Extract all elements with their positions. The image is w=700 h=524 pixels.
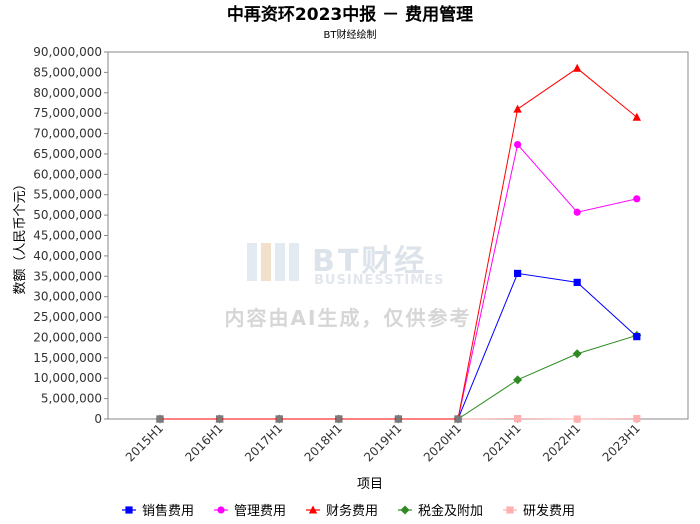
y-tick-label: 55,000,000 xyxy=(33,188,102,202)
series-line xyxy=(160,334,637,420)
y-tick-label: 60,000,000 xyxy=(33,167,102,181)
series-3 xyxy=(155,63,641,423)
y-tick-label: 35,000,000 xyxy=(33,269,102,283)
y-axis: 0 5,000,000 10,000,000 15,000,000 20,000,000… xyxy=(33,45,108,426)
y-tick-label: 30,000,000 xyxy=(33,290,102,304)
y-tick-label: 65,000,000 xyxy=(33,147,102,161)
x-axis-label: 项目 xyxy=(357,477,383,492)
watermark-logo: BT财经 xyxy=(312,244,427,279)
data-point xyxy=(514,414,522,423)
y-tick-label: 20,000,000 xyxy=(33,330,102,344)
y-tick-label: 75,000,000 xyxy=(33,106,102,120)
x-tick-label: 2018H1 xyxy=(302,421,345,464)
y-tick-label: 40,000,000 xyxy=(33,249,102,263)
data-point xyxy=(572,349,582,359)
series-line xyxy=(160,272,638,420)
data-point xyxy=(573,208,581,216)
legend-marker xyxy=(400,505,410,515)
plot-area xyxy=(107,51,689,420)
x-tick-label: 2016H1 xyxy=(182,421,225,464)
data-point xyxy=(573,278,581,286)
data-point xyxy=(155,414,165,423)
y-tick-label: 90,000,000 xyxy=(33,45,102,59)
y-tick-label: 85,000,000 xyxy=(33,65,102,79)
series-layer xyxy=(155,63,642,424)
data-point xyxy=(215,414,224,423)
legend-label: 销售费用 xyxy=(142,503,194,519)
chart-title: 中再资环2023中报 － 费用管理 xyxy=(227,4,473,25)
data-point xyxy=(334,414,343,423)
data-point xyxy=(633,414,641,423)
legend-marker xyxy=(217,506,225,514)
legend-item: 研发费用 xyxy=(503,503,575,519)
data-point xyxy=(514,269,522,278)
y-tick-label: 70,000,000 xyxy=(33,127,102,141)
data-point xyxy=(632,112,641,121)
y-tick-label: 50,000,000 xyxy=(33,208,102,222)
y-axis-label: 数额（人民币个元） xyxy=(13,177,28,294)
y-tick-label: 0 xyxy=(94,412,102,426)
x-tick-label: 2020H1 xyxy=(421,421,464,464)
data-point xyxy=(633,195,641,203)
y-tick-label: 45,000,000 xyxy=(33,229,102,243)
legend-marker xyxy=(308,505,318,514)
y-tick-label: 5,000,000 xyxy=(41,392,102,406)
data-point xyxy=(514,140,522,149)
legend-label: 研发费用 xyxy=(523,503,575,519)
series-4 xyxy=(155,330,642,424)
watermark: BT财经 BUSINESSTIMES 内容由AI生成，仅供参考 xyxy=(225,243,472,330)
data-point xyxy=(633,333,641,341)
legend-marker xyxy=(506,506,514,514)
x-axis: 2015H1 2016H1 2017H1 2018H1 2019H1 2020H1 2021… xyxy=(123,419,643,464)
legend-item: 销售费用 xyxy=(122,503,194,519)
x-tick-label: 2017H1 xyxy=(242,421,285,464)
data-point xyxy=(453,414,463,423)
x-tick-label: 2021H1 xyxy=(480,421,523,464)
data-point xyxy=(275,414,284,423)
watermark-note: 内容由AI生成，仅供参考 xyxy=(225,306,472,330)
data-point xyxy=(394,414,403,423)
data-point xyxy=(573,415,581,423)
x-tick-label: 2023H1 xyxy=(600,421,643,464)
legend-label: 管理费用 xyxy=(234,504,286,519)
x-tick-label: 2019H1 xyxy=(361,421,404,464)
x-tick-label: 2015H1 xyxy=(123,421,166,464)
legend-label: 税金及附加 xyxy=(418,503,483,519)
legend-item: 税金及附加 xyxy=(398,503,483,519)
legend-item: 管理费用 xyxy=(214,504,286,519)
y-tick-label: 25,000,000 xyxy=(33,310,102,324)
legend-label: 财务费用 xyxy=(326,503,378,519)
data-point xyxy=(513,104,522,113)
legend-item: 财务费用 xyxy=(306,503,378,519)
legend: 销售费用 管理费用 财务费用 税金及附加 研发费用 xyxy=(122,503,575,519)
y-tick-label: 15,000,000 xyxy=(33,351,102,365)
y-tick-label: 80,000,000 xyxy=(33,86,102,100)
y-tick-label: 10,000,000 xyxy=(33,371,102,385)
legend-marker xyxy=(125,506,133,514)
data-point xyxy=(513,375,523,385)
series-1 xyxy=(156,269,641,423)
x-tick-label: 2022H1 xyxy=(540,421,583,464)
watermark-logo-icon xyxy=(247,243,299,281)
watermark-logo-sub: BUSINESSTIMES xyxy=(314,273,444,288)
chart-subtitle: BT财经绘制 xyxy=(324,28,377,41)
data-point xyxy=(573,63,582,72)
